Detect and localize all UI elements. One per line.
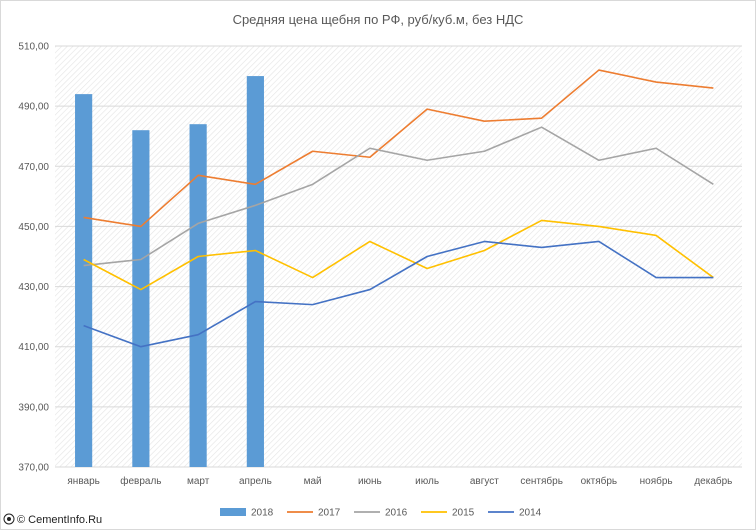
x-tick-label: сентябрь bbox=[520, 475, 563, 487]
x-tick-label: декабрь bbox=[694, 475, 732, 487]
y-tick-label: 490,00 bbox=[18, 102, 49, 113]
line-2014 bbox=[83, 240, 714, 348]
x-tick-label: май bbox=[304, 476, 322, 487]
y-tick-label: 470,00 bbox=[18, 162, 49, 173]
axes: 370,00 390,00 410,00 430,00 450,00 470,00 490,… bbox=[18, 42, 732, 488]
legend: 2018 2017 2016 2015 2014 bbox=[220, 508, 542, 519]
gridlines bbox=[55, 45, 742, 468]
line-2016 bbox=[83, 126, 714, 267]
legend-swatch-2018 bbox=[220, 508, 246, 516]
bar-2018 bbox=[246, 76, 264, 468]
legend-label-2016: 2016 bbox=[385, 508, 408, 519]
x-tick-label: октябрь bbox=[581, 475, 618, 487]
x-tick-label: август bbox=[470, 476, 499, 487]
y-tick-label: 390,00 bbox=[18, 402, 49, 413]
legend-label-2017: 2017 bbox=[318, 508, 341, 519]
y-tick-label: 510,00 bbox=[18, 42, 49, 53]
bar-2018 bbox=[75, 94, 93, 467]
bar-2018 bbox=[189, 124, 207, 467]
x-tick-label: январь bbox=[67, 476, 99, 487]
line-2015 bbox=[83, 219, 714, 291]
x-tick-label: апрель bbox=[239, 476, 272, 487]
bar-2018 bbox=[132, 130, 150, 467]
x-tick-label: февраль bbox=[120, 475, 161, 487]
legend-label-2015: 2015 bbox=[452, 508, 475, 519]
y-tick-label: 370,00 bbox=[18, 463, 49, 474]
x-tick-label: июль bbox=[415, 476, 439, 487]
plot-area bbox=[55, 46, 742, 467]
legend-label-2018: 2018 bbox=[251, 508, 274, 519]
bar-series bbox=[75, 76, 264, 468]
line-series bbox=[83, 69, 714, 348]
watermark: © CementInfo.Ru bbox=[3, 513, 102, 526]
watermark-text: © CementInfo.Ru bbox=[17, 514, 102, 526]
y-tick-label: 430,00 bbox=[18, 282, 49, 293]
x-tick-label: июнь bbox=[358, 476, 382, 487]
x-tick-label: ноябрь bbox=[640, 475, 673, 487]
chart-title: Средняя цена щебня по РФ, руб/куб.м, без… bbox=[233, 12, 524, 27]
y-tick-label: 410,00 bbox=[18, 342, 49, 353]
watermark-logo-inner bbox=[7, 517, 11, 521]
y-tick-label: 450,00 bbox=[18, 222, 49, 233]
x-tick-label: март bbox=[187, 476, 210, 487]
legend-label-2014: 2014 bbox=[519, 508, 542, 519]
line-2017 bbox=[83, 69, 714, 228]
